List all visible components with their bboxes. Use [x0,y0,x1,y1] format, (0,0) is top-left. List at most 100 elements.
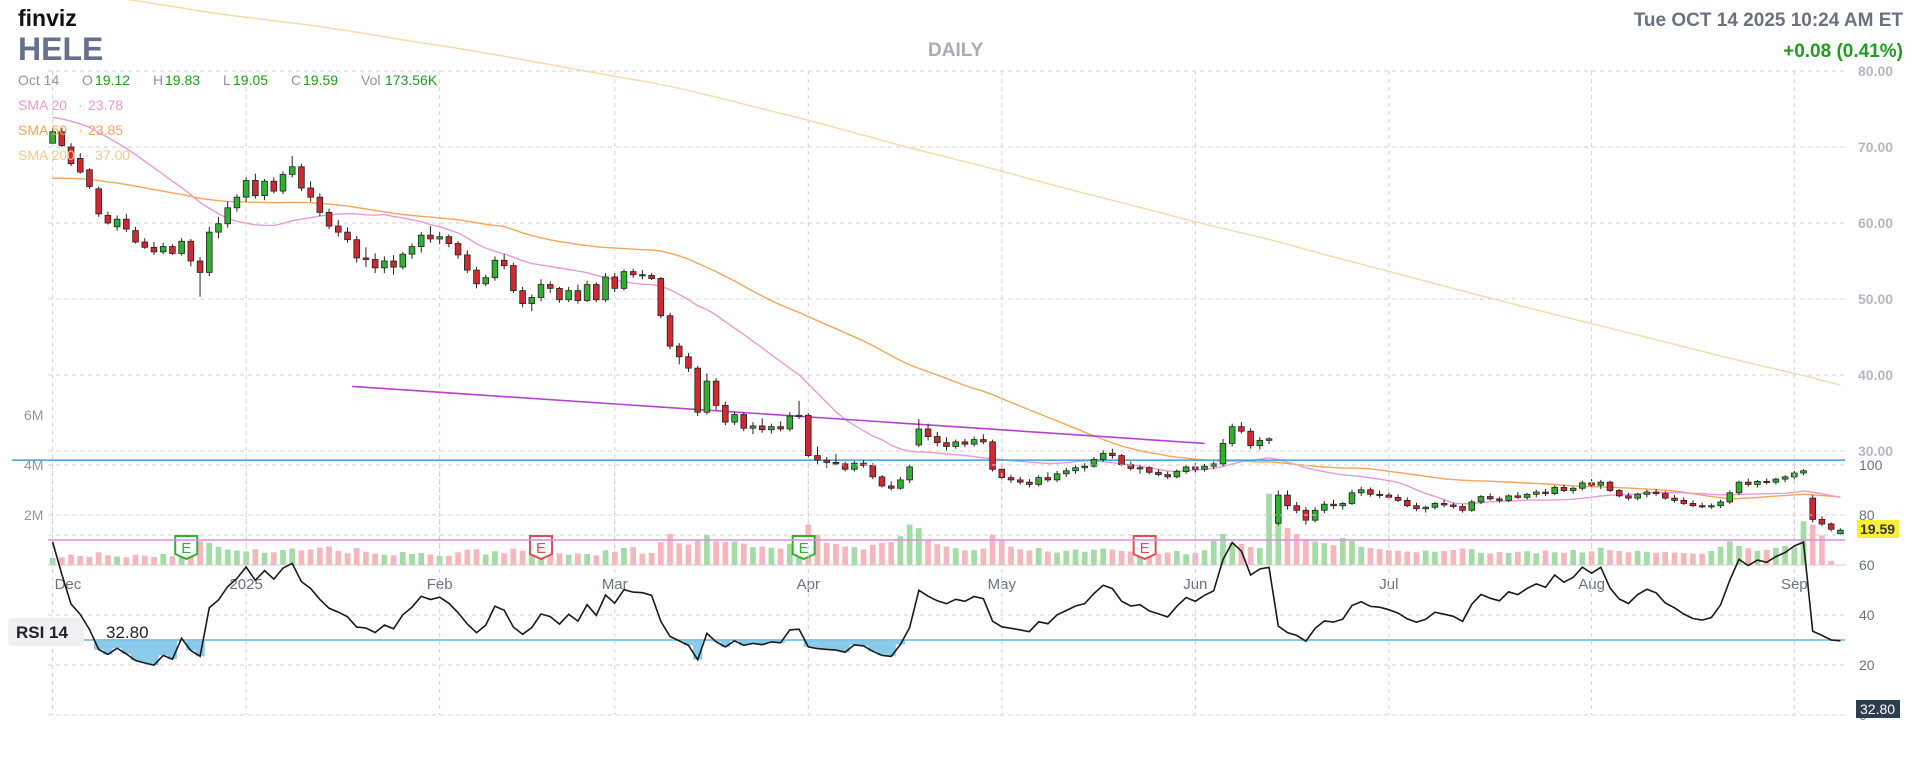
candle[interactable] [602,276,609,301]
candle[interactable] [1744,481,1752,485]
earnings-marker[interactable] [174,535,199,561]
candle[interactable] [519,290,526,304]
candle[interactable] [574,290,582,301]
candle[interactable] [657,278,665,317]
candle[interactable] [1496,498,1503,501]
candle[interactable] [1505,495,1512,501]
candle[interactable] [869,465,877,478]
candle[interactable] [427,234,434,240]
candle[interactable] [1634,493,1641,499]
candle[interactable] [353,239,360,259]
candle[interactable] [740,414,748,429]
candle[interactable] [362,257,370,260]
candle[interactable] [316,196,324,213]
candle[interactable] [1247,430,1254,447]
candle[interactable] [924,428,932,437]
candle[interactable] [934,436,941,444]
candle[interactable] [1367,489,1374,495]
candle[interactable] [1625,495,1632,499]
candle[interactable] [279,173,287,192]
candle[interactable] [629,271,637,276]
candle[interactable] [1026,481,1033,485]
sma20-line[interactable] [52,116,1841,505]
candle[interactable] [786,415,794,430]
candle[interactable] [1569,487,1577,491]
candle[interactable] [878,476,886,487]
candle[interactable] [1597,481,1605,486]
candle[interactable] [731,414,738,423]
candle[interactable] [1514,495,1522,498]
candle[interactable] [1256,439,1264,447]
candle[interactable] [565,290,572,301]
candle[interactable] [887,485,895,489]
sma200-line[interactable] [53,0,1841,386]
candle[interactable] [270,180,278,192]
candle[interactable] [1413,505,1420,510]
candle[interactable] [1818,519,1826,525]
candle[interactable] [1754,480,1761,485]
candle[interactable] [795,414,803,417]
earnings-marker[interactable] [1132,535,1157,561]
candle[interactable] [1542,491,1549,494]
candle[interactable] [980,439,987,443]
candle[interactable] [1643,491,1651,495]
candle[interactable] [1007,477,1015,481]
candle[interactable] [805,414,812,456]
candle[interactable] [1321,503,1328,511]
candle[interactable] [1486,496,1494,500]
candle[interactable] [1450,504,1457,507]
candle[interactable] [1671,497,1678,501]
candle[interactable] [1357,489,1365,494]
candle[interactable] [1662,493,1669,499]
candle[interactable] [1099,452,1107,460]
candle[interactable] [390,260,397,268]
candle[interactable] [141,241,149,248]
candle[interactable] [777,426,784,430]
candle[interactable] [58,131,66,146]
candle[interactable] [242,180,250,198]
candle[interactable] [1422,506,1429,510]
candle[interactable] [1809,497,1817,520]
candle[interactable] [86,169,93,187]
candle[interactable] [1228,426,1236,444]
candle[interactable] [1238,426,1245,432]
candle[interactable] [722,404,729,423]
candle[interactable] [823,459,830,463]
candle[interactable] [482,277,489,285]
candle[interactable] [1698,505,1706,508]
candle[interactable] [1735,481,1743,494]
candle[interactable] [1523,493,1531,498]
candle[interactable] [95,188,102,215]
candle[interactable] [712,380,720,406]
candle[interactable] [832,461,840,465]
candle[interactable] [371,259,379,269]
candle[interactable] [76,157,84,173]
candle[interactable] [510,265,517,292]
candle[interactable] [943,442,950,447]
candle[interactable] [1044,477,1052,481]
candle[interactable] [104,214,112,224]
candle[interactable] [261,180,268,197]
candle[interactable] [546,284,554,289]
candle[interactable] [1376,493,1383,496]
candle[interactable] [252,180,259,197]
candle[interactable] [1837,529,1844,535]
candle[interactable] [768,426,775,431]
candle[interactable] [335,225,342,233]
sma50-label[interactable]: SMA 50 [18,122,67,138]
sma200-label[interactable]: SMA 200 [18,147,75,163]
candle[interactable] [1726,492,1734,503]
candle[interactable] [159,246,167,253]
candle[interactable] [399,253,407,268]
candle[interactable] [1606,481,1614,491]
candle[interactable] [1118,455,1125,466]
candle[interactable] [491,259,499,279]
sma20-label[interactable]: SMA 20 [18,97,67,113]
candle[interactable] [1265,438,1273,441]
candle[interactable] [445,236,453,244]
candle[interactable] [206,231,213,273]
candle[interactable] [500,259,508,266]
candle[interactable] [961,441,969,445]
candle[interactable] [1781,476,1789,480]
candle[interactable] [1155,471,1162,475]
